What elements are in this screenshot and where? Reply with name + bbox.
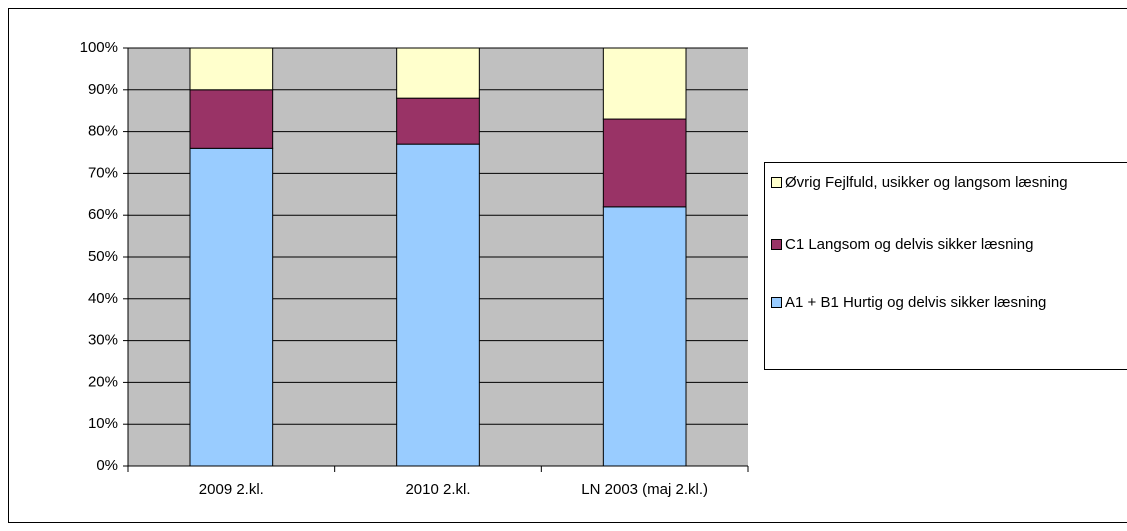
x-tick-label: 2009 2.kl.: [199, 481, 264, 498]
bar-segment: [396, 143, 480, 467]
legend-swatch: [771, 297, 782, 308]
bar-segment: [396, 47, 480, 99]
x-tick-label: 2010 2.kl.: [405, 481, 470, 498]
y-tick-label: 90%: [88, 81, 118, 98]
y-tick-label: 60%: [88, 206, 118, 223]
bar-segment: [602, 206, 687, 467]
legend-item: Øvrig Fejlfuld, usikker og langsom læsni…: [771, 171, 1068, 194]
y-tick-label: 0%: [96, 457, 118, 474]
bar-segment: [189, 89, 274, 149]
bar-segment: [189, 147, 274, 467]
legend: Øvrig Fejlfuld, usikker og langsom læsni…: [764, 162, 1127, 370]
bar-segment: [189, 47, 274, 91]
legend-label: Øvrig Fejlfuld, usikker og langsom læsni…: [785, 174, 1068, 191]
y-tick-label: 50%: [88, 248, 118, 265]
bar-segment: [396, 97, 480, 145]
y-tick-label: 10%: [88, 415, 118, 432]
bar-segment: [602, 118, 687, 208]
y-tick-label: 30%: [88, 332, 118, 349]
legend-swatch: [771, 177, 782, 188]
y-tick-label: 20%: [88, 373, 118, 390]
y-tick-label: 40%: [88, 290, 118, 307]
y-tick-label: 100%: [80, 39, 118, 56]
legend-label: A1 + B1 Hurtig og delvis sikker læsning: [785, 294, 1047, 311]
legend-item: C1 Langsom og delvis sikker læsning: [771, 233, 1033, 256]
y-tick-label: 70%: [88, 164, 118, 181]
y-tick-label: 80%: [88, 123, 118, 140]
x-tick-label: LN 2003 (maj 2.kl.): [581, 481, 708, 498]
legend-swatch: [771, 239, 782, 250]
legend-label: C1 Langsom og delvis sikker læsning: [785, 236, 1034, 253]
bar-segment: [602, 47, 687, 120]
legend-item: A1 + B1 Hurtig og delvis sikker læsning: [771, 291, 1046, 314]
